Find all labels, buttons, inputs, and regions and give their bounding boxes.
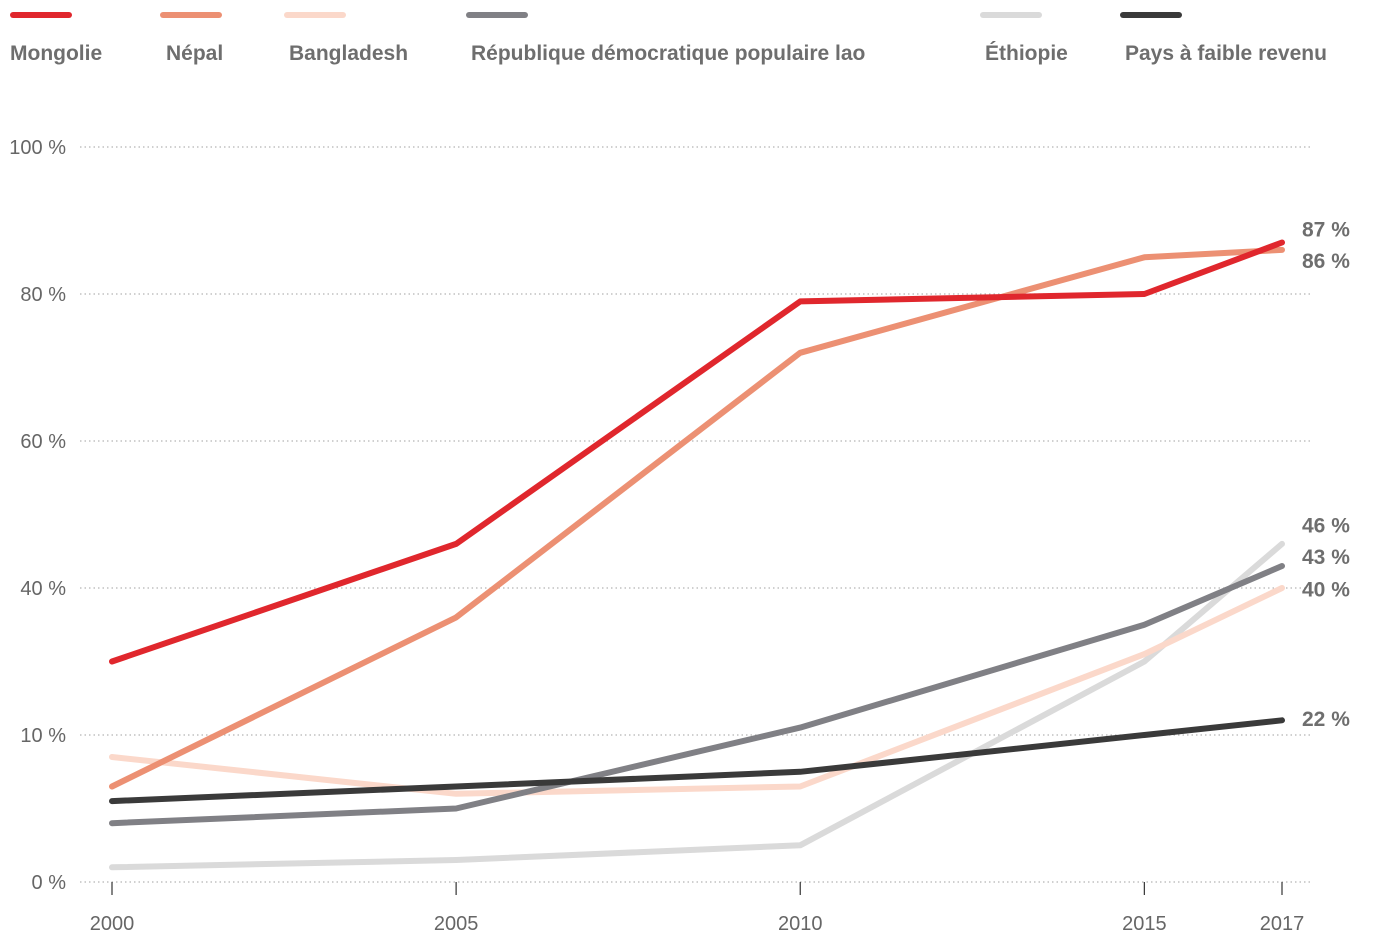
grid: 0 % 10 % 40 % 60 % 80 % 100 % bbox=[9, 137, 1310, 894]
legend-swatch bbox=[160, 12, 222, 18]
series-line-mongolie bbox=[109, 239, 1285, 665]
legend-label: Pays à faible revenu bbox=[1125, 42, 1327, 65]
x-tick-label: 2010 bbox=[778, 913, 823, 935]
y-tick-label: 80 % bbox=[20, 284, 66, 306]
legend: Mongolie Népal Bangladesh République démocr… bbox=[0, 0, 1376, 80]
x-tick-label: 2017 bbox=[1260, 913, 1305, 935]
series-lines bbox=[109, 239, 1285, 871]
legend-item-ethiopie: Éthiopie bbox=[980, 12, 1068, 65]
legend-swatch bbox=[466, 12, 528, 18]
x-tick-label: 2000 bbox=[90, 913, 135, 935]
y-tick-label: 0 % bbox=[32, 872, 67, 894]
y-tick-label: 10 % bbox=[20, 725, 66, 747]
legend-label: Népal bbox=[166, 42, 224, 65]
legend-swatch bbox=[284, 12, 346, 18]
legend-item-nepal: Népal bbox=[160, 12, 223, 65]
legend-item-faible: Pays à faible revenu bbox=[1120, 12, 1327, 65]
end-value-label: 87 % bbox=[1302, 218, 1350, 241]
end-value-label: 22 % bbox=[1302, 708, 1350, 731]
series-line-ethiopie bbox=[109, 540, 1285, 871]
legend-swatch bbox=[1120, 12, 1182, 18]
y-tick-label: 40 % bbox=[20, 578, 66, 600]
x-axis: 2000 2005 2010 2015 2017 bbox=[90, 882, 1305, 935]
end-value-label: 40 % bbox=[1302, 578, 1350, 601]
legend-label: Éthiopie bbox=[985, 42, 1068, 65]
y-tick-label: 60 % bbox=[20, 431, 66, 453]
x-tick-label: 2005 bbox=[434, 913, 479, 935]
legend-item-lao: République démocratique populaire lao bbox=[466, 12, 865, 65]
end-labels: 87 % 86 % 46 % 43 % 40 % 22 % bbox=[1302, 218, 1350, 731]
series-line-nepal bbox=[109, 246, 1285, 790]
y-tick-label: 100 % bbox=[9, 137, 66, 159]
end-value-label: 46 % bbox=[1302, 515, 1350, 538]
legend-item-bangladesh: Bangladesh bbox=[284, 12, 408, 65]
series-line-bangladesh bbox=[109, 585, 1285, 797]
series-line-lao bbox=[109, 563, 1285, 827]
legend-label: République démocratique populaire lao bbox=[471, 42, 866, 65]
legend-item-mongolie: Mongolie bbox=[10, 12, 102, 65]
legend-label: Mongolie bbox=[10, 42, 103, 65]
legend-swatch bbox=[10, 12, 72, 18]
legend-swatch bbox=[980, 12, 1042, 18]
series-line-faible bbox=[109, 717, 1285, 805]
x-tick-label: 2015 bbox=[1122, 913, 1167, 935]
end-value-label: 86 % bbox=[1302, 250, 1350, 273]
end-value-label: 43 % bbox=[1302, 546, 1350, 569]
legend-label: Bangladesh bbox=[289, 42, 409, 65]
